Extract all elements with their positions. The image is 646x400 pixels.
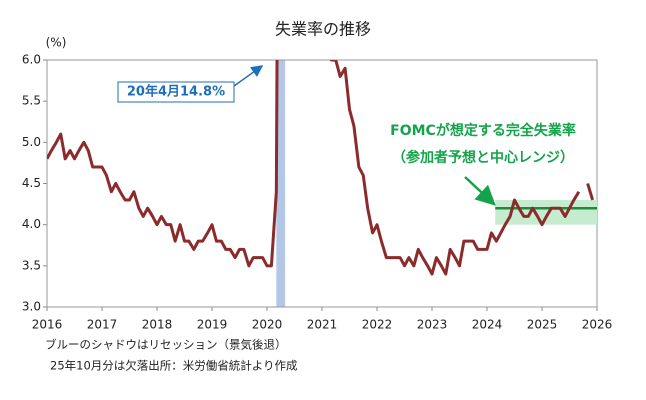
recession-shade <box>276 60 286 307</box>
footnote: 25年10月分は欠落出所：米労働省統計より作成 <box>50 359 298 373</box>
annotation-arrow <box>233 65 264 87</box>
x-tick-label: 2018 <box>142 318 173 332</box>
annotation-peak: 20年4月14.8% <box>127 84 225 100</box>
y-tick-label: 3.5 <box>22 258 41 272</box>
x-tick-label: 2020 <box>252 318 283 332</box>
x-tick-label: 2023 <box>417 318 448 332</box>
annotation-fomc-sub: （参加者予想と中心レンジ） <box>392 149 574 166</box>
plot-frame <box>46 59 598 308</box>
y-tick-label: 3.0 <box>22 300 41 314</box>
annotation-arrow <box>464 176 496 206</box>
x-tick-label: 2021 <box>307 318 338 332</box>
x-tick-label: 2019 <box>197 318 228 332</box>
y-tick-label: 6.0 <box>22 53 41 67</box>
x-tick-label: 2026 <box>582 318 613 332</box>
x-tick-label: 2017 <box>87 318 118 332</box>
unemployment-line <box>47 60 595 276</box>
annotation-fomc: FOMCが想定する完全失業率 <box>390 122 576 139</box>
x-tick-label: 2025 <box>527 318 558 332</box>
y-tick-label: 4.0 <box>22 217 41 231</box>
annotation-box <box>117 81 235 103</box>
y-tick-label: 5.5 <box>22 94 41 108</box>
chart-title: 失業率の推移 <box>275 20 371 39</box>
x-tick-label: 2022 <box>362 318 393 332</box>
y-tick-label: 5.0 <box>22 135 41 149</box>
footnote: ブルーのシャドウはリセッション（景気後退） <box>45 338 287 352</box>
x-tick-label: 2024 <box>472 318 503 332</box>
y-tick-label: 4.5 <box>22 176 41 190</box>
x-tick-label: 2016 <box>32 318 63 332</box>
y-unit: (%) <box>46 36 67 50</box>
